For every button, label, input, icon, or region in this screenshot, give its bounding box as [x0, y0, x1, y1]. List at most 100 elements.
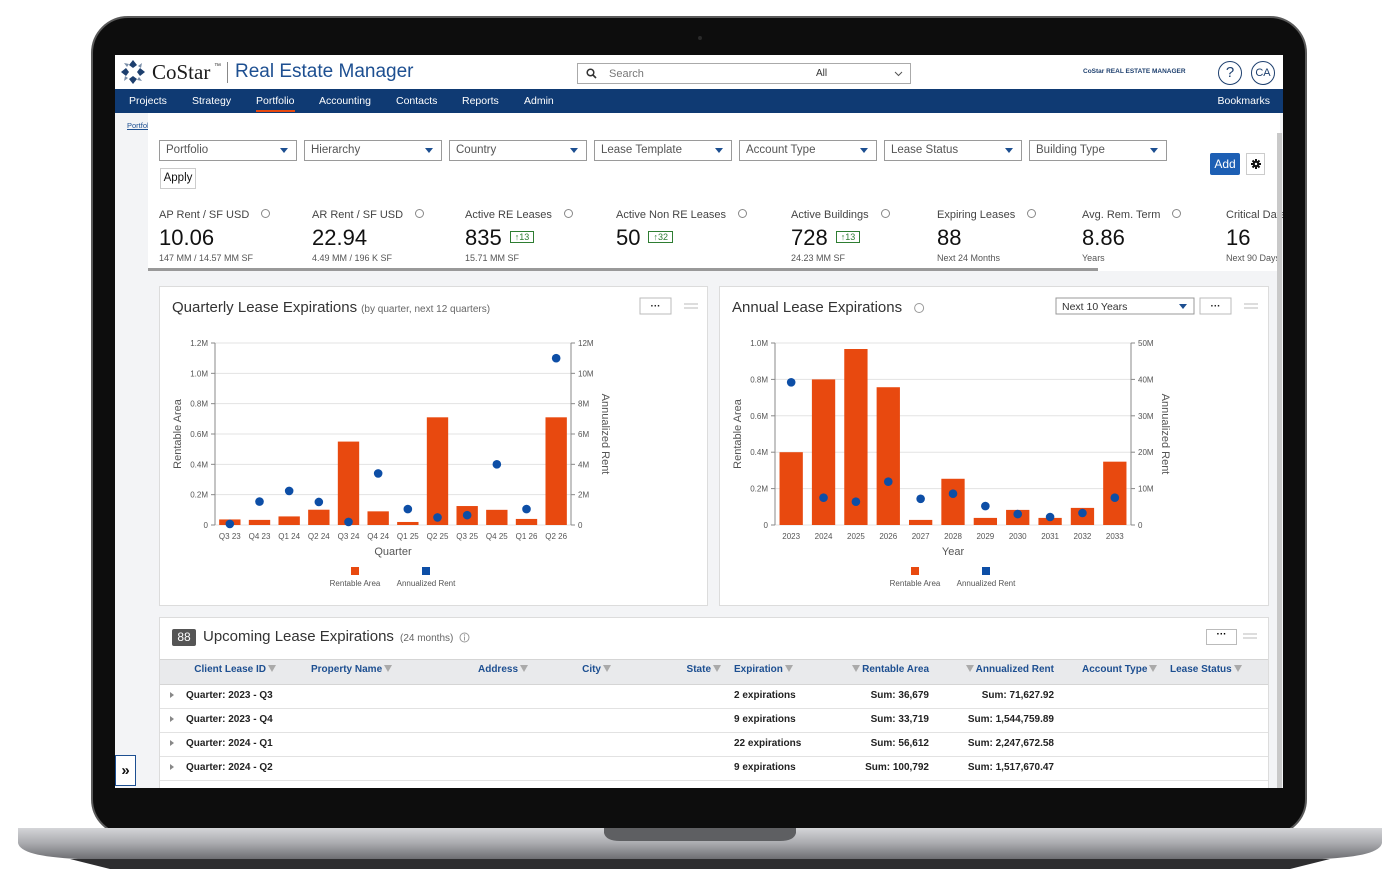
- info-icon[interactable]: [738, 209, 748, 218]
- kpi-label-text: Active Non RE Leases: [616, 209, 727, 221]
- y-tick-label: 1.0M: [750, 339, 768, 348]
- kpi-value: 22.94: [312, 225, 368, 250]
- legend-swatch[interactable]: [982, 567, 990, 575]
- brand-icon: [121, 60, 145, 84]
- kpi-value: 10.06: [159, 225, 215, 250]
- point: [225, 519, 235, 529]
- kpi-label: Avg. Rem. Term: [1082, 209, 1222, 221]
- filter-label: Lease Template: [601, 144, 682, 156]
- point: [255, 497, 264, 506]
- nav-link[interactable]: Projects: [129, 95, 167, 107]
- y-axis-title: Rentable Area: [172, 398, 184, 469]
- filter-dropdown[interactable]: Lease Template: [594, 140, 732, 161]
- table-cell: 9 expirations: [734, 762, 796, 773]
- legend-label[interactable]: Annualized Rent: [397, 579, 456, 588]
- table-cell: Sum: 36,679: [870, 690, 929, 701]
- expand-caret[interactable]: [170, 740, 174, 746]
- legend-label[interactable]: Rentable Area: [330, 579, 381, 588]
- info-icon[interactable]: [563, 209, 573, 218]
- nav-link[interactable]: Strategy: [192, 95, 232, 107]
- filter-icon: [603, 665, 611, 672]
- kpi-label-text: Active Buildings: [791, 209, 869, 221]
- point: [1013, 509, 1023, 519]
- expand-caret[interactable]: [170, 692, 174, 698]
- point: [1045, 512, 1055, 522]
- kpi: AR Rent / SF USD 22.94 4.49 MM / 196 K SF: [312, 209, 452, 263]
- more-button[interactable]: [639, 297, 672, 315]
- bar: [908, 519, 933, 525]
- column-header[interactable]: City: [582, 664, 611, 675]
- table-cell: Sum: 33,719: [870, 714, 929, 725]
- info-icon[interactable]: [261, 209, 271, 218]
- info-icon[interactable]: [1172, 209, 1182, 218]
- filter-dropdown[interactable]: Lease Status: [884, 140, 1022, 161]
- point: [284, 486, 294, 496]
- more-dots: ···: [1211, 301, 1221, 312]
- expand-caret[interactable]: [170, 764, 174, 770]
- y2-tick-label: 2M: [578, 491, 589, 500]
- x-tick-label: 2027: [912, 532, 930, 541]
- period-dropdown[interactable]: [1055, 297, 1195, 315]
- x-axis-title: Year: [942, 546, 965, 558]
- column-header[interactable]: Property Name: [311, 664, 393, 675]
- more-button[interactable]: ···: [1206, 629, 1237, 645]
- column-header[interactable]: Expiration: [734, 664, 793, 675]
- table-header: [160, 659, 1268, 685]
- legend-swatch[interactable]: [911, 567, 919, 575]
- table-row[interactable]: [160, 732, 1268, 757]
- settings-button[interactable]: [1246, 153, 1265, 175]
- x-tick-label: Q3 23: [219, 532, 241, 541]
- column-header[interactable]: Rentable Area: [852, 664, 929, 675]
- filter-dropdown[interactable]: Building Type: [1029, 140, 1167, 161]
- add-button[interactable]: Add: [1210, 153, 1240, 175]
- table-row[interactable]: [160, 756, 1268, 781]
- filter-dropdown[interactable]: Hierarchy: [304, 140, 442, 161]
- column-header[interactable]: State: [687, 664, 721, 675]
- filter-dropdown[interactable]: Country: [449, 140, 587, 161]
- kpi-value-row: 835 ↑13: [465, 221, 605, 251]
- legend-label[interactable]: Annualized Rent: [957, 579, 1016, 588]
- legend-label[interactable]: Rentable Area: [890, 579, 941, 588]
- avatar[interactable]: CA: [1251, 61, 1275, 85]
- search-scope[interactable]: All: [816, 68, 828, 79]
- filter-dropdown[interactable]: Portfolio: [159, 140, 297, 161]
- info-icon[interactable]: [914, 303, 925, 313]
- search-box[interactable]: Search All: [577, 63, 911, 84]
- legend-swatch[interactable]: [351, 567, 359, 575]
- drag-handle[interactable]: [1243, 633, 1257, 639]
- column-header[interactable]: Annualized Rent: [965, 664, 1054, 675]
- y2-tick-label: 30M: [1138, 412, 1154, 421]
- nav-link[interactable]: Accounting: [319, 95, 371, 107]
- y-tick-label: 1.2M: [190, 339, 208, 348]
- legend-swatch[interactable]: [422, 567, 430, 575]
- kpi-label: Active Buildings: [791, 209, 931, 221]
- point: [981, 501, 990, 511]
- apply-button[interactable]: Apply: [160, 168, 196, 189]
- nav-link[interactable]: Portfolio: [256, 95, 295, 112]
- column-header[interactable]: Address: [478, 664, 528, 675]
- expand-caret[interactable]: [170, 716, 174, 722]
- table-row[interactable]: [160, 708, 1268, 733]
- kpi-label: AR Rent / SF USD: [312, 209, 452, 221]
- nav-link[interactable]: Reports: [462, 95, 499, 107]
- help-button[interactable]: ?: [1218, 61, 1242, 85]
- column-header[interactable]: Lease Status: [1170, 664, 1242, 675]
- info-icon[interactable]: [459, 632, 470, 643]
- bookmarks-link[interactable]: Bookmarks: [1217, 95, 1270, 107]
- y-tick-label: 0: [764, 521, 769, 530]
- info-icon[interactable]: [880, 209, 890, 218]
- sidebar-toggle[interactable]: »: [115, 755, 136, 786]
- column-header[interactable]: Account Type: [1082, 664, 1158, 675]
- table-row[interactable]: [160, 684, 1268, 709]
- info-icon[interactable]: [415, 209, 425, 218]
- nav-link[interactable]: Contacts: [396, 95, 438, 107]
- column-header[interactable]: Client Lease ID: [194, 664, 276, 675]
- nav-link[interactable]: Admin: [524, 95, 554, 107]
- info-icon[interactable]: [1027, 209, 1037, 218]
- table-cell: Sum: 71,627.92: [981, 690, 1054, 701]
- more-button[interactable]: [1199, 297, 1232, 315]
- kpi-label-text: AR Rent / SF USD: [312, 209, 404, 221]
- top-bar: CoStar ™ Real Estate Manager Search All …: [115, 55, 1283, 89]
- filter-dropdown[interactable]: Account Type: [739, 140, 877, 161]
